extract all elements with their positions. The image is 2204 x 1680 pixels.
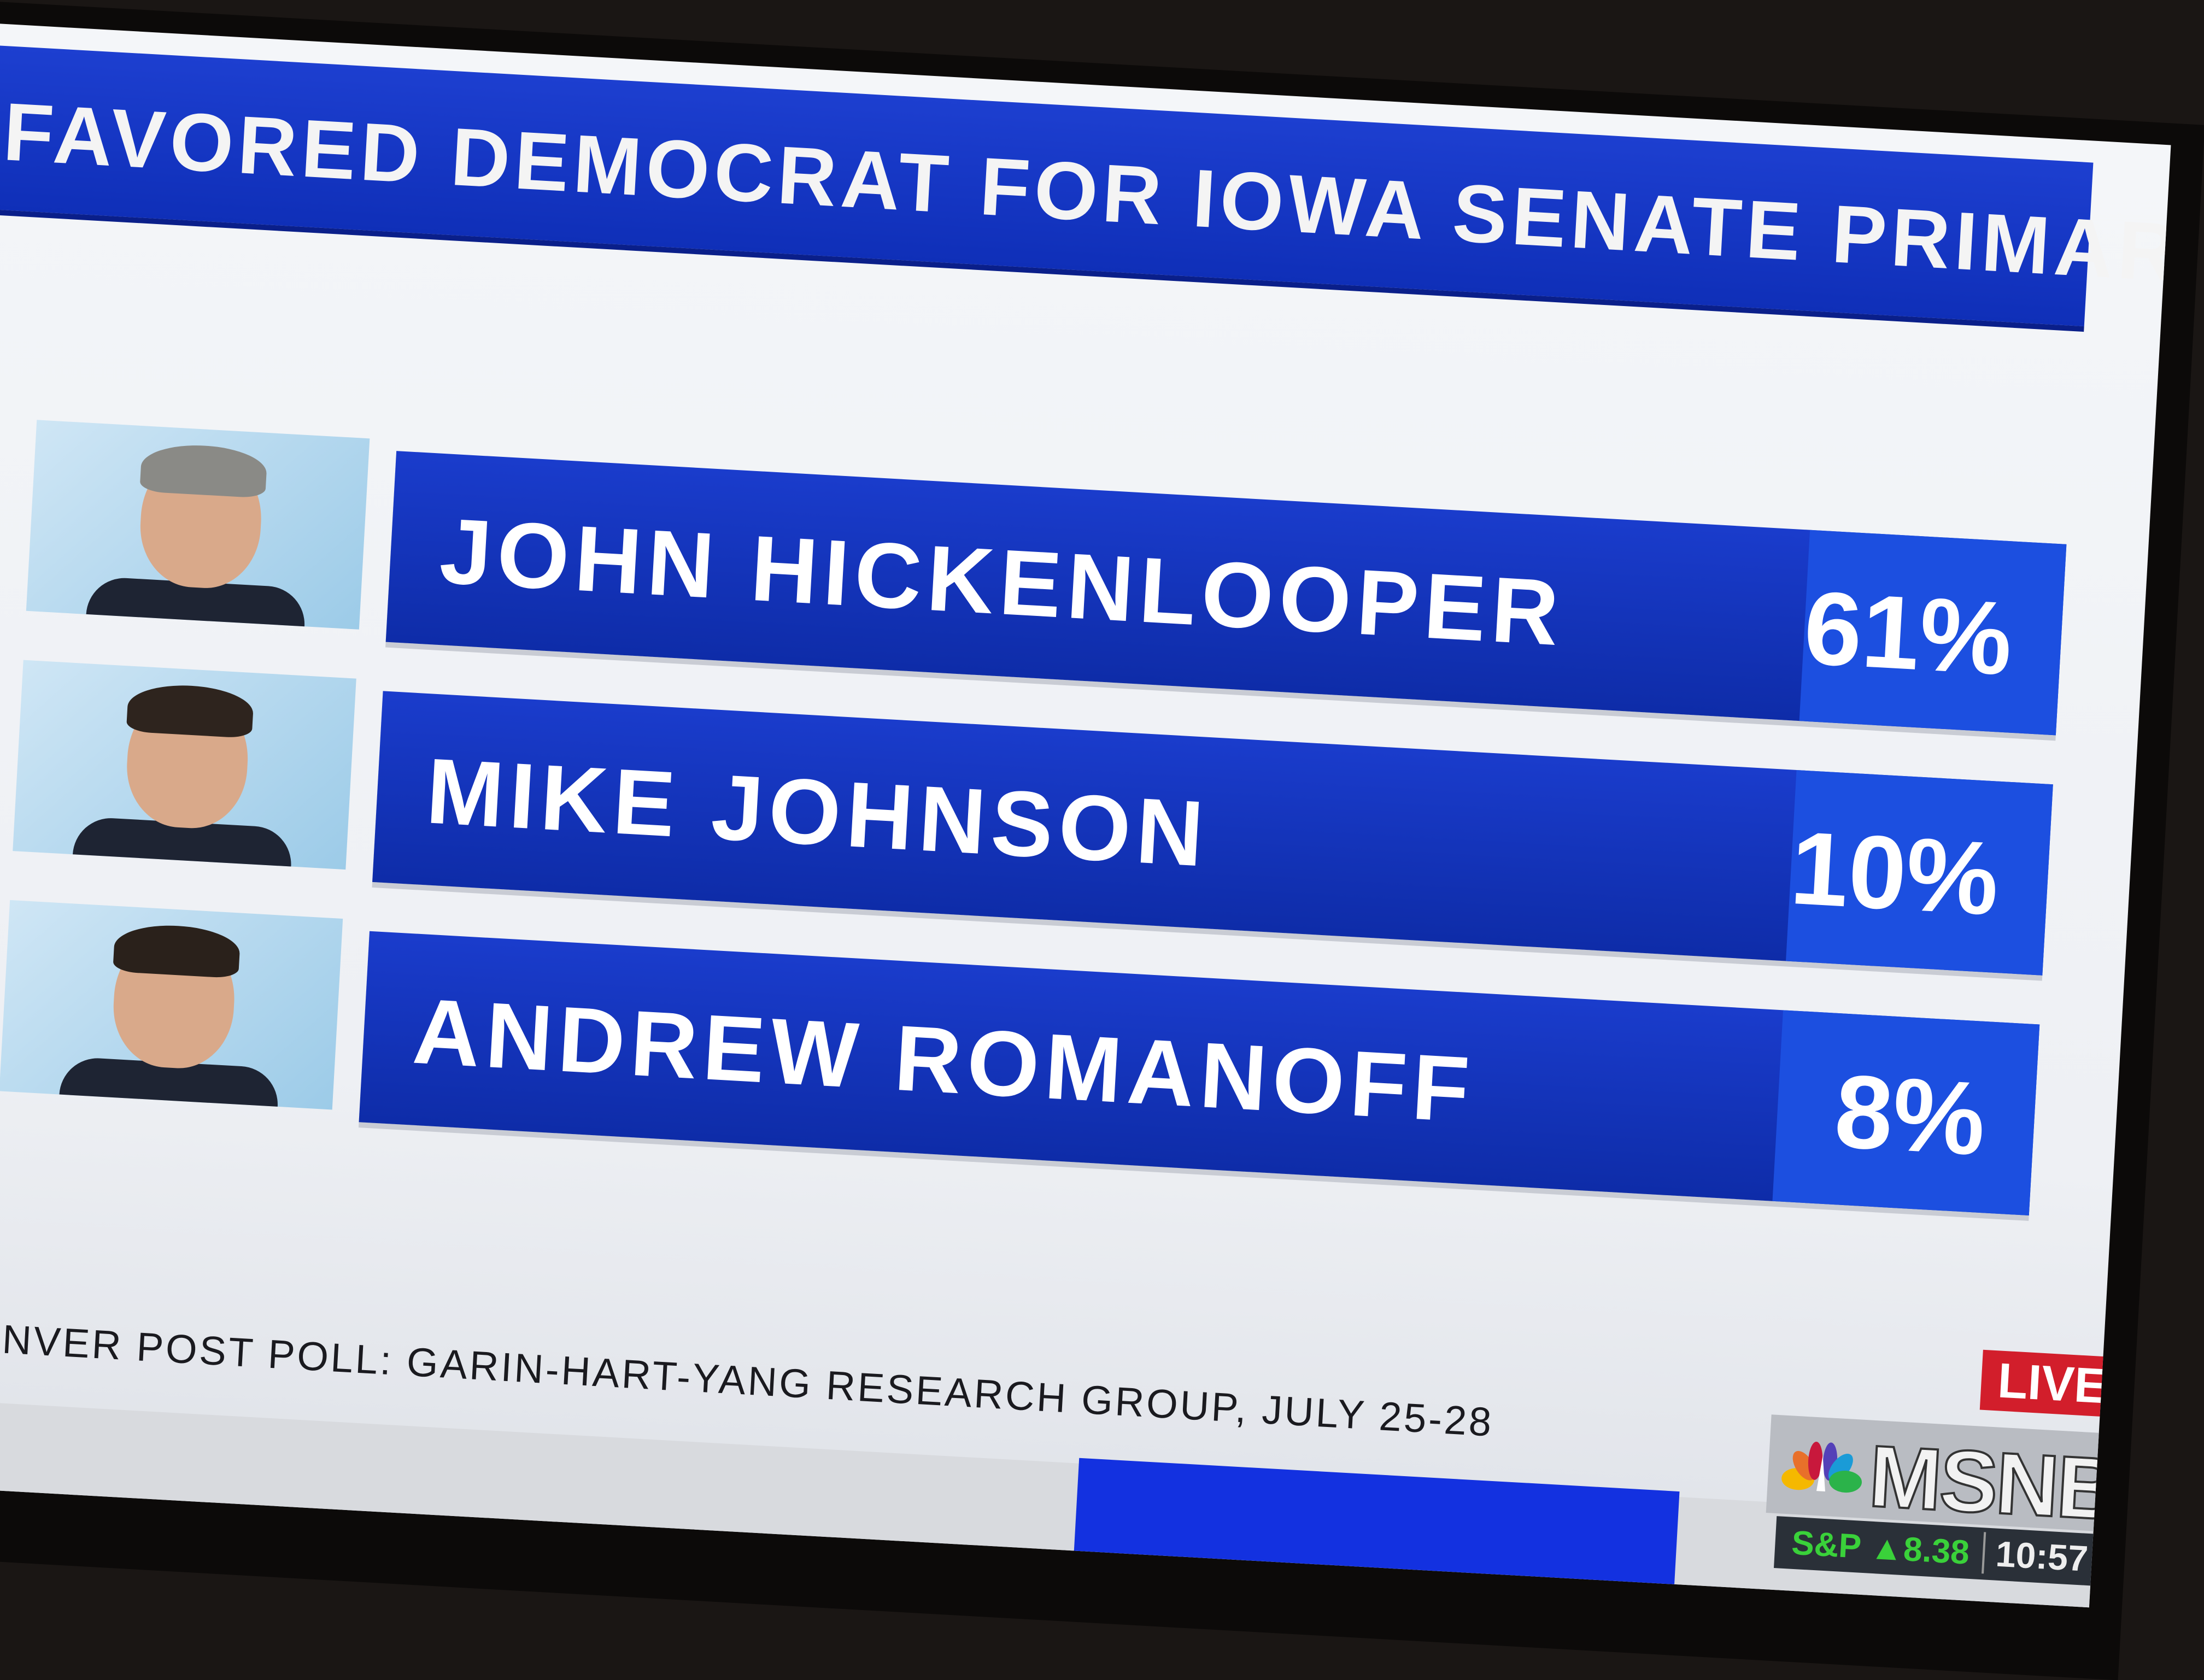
candidate-photo [0,900,343,1110]
percent-box: 8% [1772,1010,2040,1216]
tv-screen: FAVORED DEMOCRAT FOR IOWA SENATE PRIMARY… [0,21,2171,1608]
result-bar: ANDREW ROMANOFF 8% [359,931,2040,1216]
percent-label: 61% [1801,569,2015,697]
candidate-name: MIKE JOHNSON [424,739,1212,887]
title-bar: FAVORED DEMOCRAT FOR IOWA SENATE PRIMARY [0,43,2171,332]
peacock-icon [1781,1441,1862,1493]
clock: 10:57 AM [1982,1532,2154,1583]
percent-label: 10% [1787,809,2002,937]
network-logo: MSNBC [1766,1414,2171,1543]
result-bar: JOHN HICKENLOOPER 61% [385,451,2067,736]
candidate-name: ANDREW ROMANOFF [410,979,1478,1142]
graphic-title: FAVORED DEMOCRAT FOR IOWA SENATE PRIMARY [1,85,2171,302]
hair-shape [113,922,241,979]
percent-label: 8% [1832,1053,1989,1178]
sp-index: S&P ▲8.38 [1790,1524,1971,1572]
hair-shape [139,442,268,498]
result-bar: MIKE JOHNSON 10% [372,691,2053,976]
percent-box: 61% [1799,530,2067,736]
studio-blue-panel [1071,1458,1680,1608]
live-badge: LIVE [1979,1349,2147,1419]
percent-box: 10% [1786,770,2053,976]
candidate-photo [26,420,370,630]
hair-shape [126,682,255,739]
candidate-photo [13,660,356,870]
candidate-name: JOHN HICKENLOOPER [437,499,1567,666]
